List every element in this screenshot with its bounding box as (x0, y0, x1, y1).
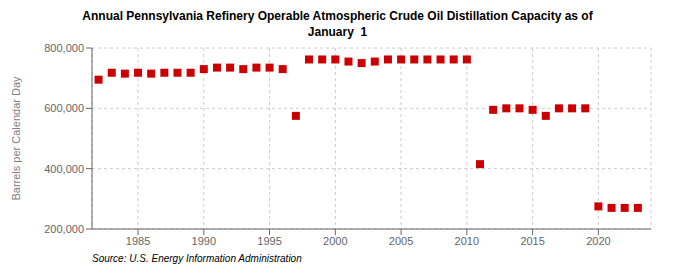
html-text:Annual Pennsylvania Refinery O: Annual Pennsylvania Refinery Operable At… (82, 9, 593, 23)
svg-text:800,000: 800,000 (44, 42, 84, 54)
svg-text:Barrels per Calendar Day: Barrels per Calendar Day (10, 76, 22, 201)
svg-text:2015: 2015 (520, 235, 544, 247)
svg-text:2005: 2005 (389, 235, 413, 247)
svg-text:600,000: 600,000 (44, 102, 84, 114)
svg-text:2010: 2010 (455, 235, 479, 247)
svg-text:1990: 1990 (192, 235, 216, 247)
svg-text:1995: 1995 (257, 235, 281, 247)
svg-text:200,000: 200,000 (44, 223, 84, 235)
svg-text:400,000: 400,000 (44, 163, 84, 175)
html-text:January 1: January 1 (307, 25, 368, 39)
svg-text:2020: 2020 (586, 235, 610, 247)
svg-text:1985: 1985 (126, 235, 150, 247)
svg-text:2000: 2000 (323, 235, 347, 247)
html-text:Source: U.S. Energy Informatio: Source: U.S. Energy Information Administ… (92, 253, 302, 264)
